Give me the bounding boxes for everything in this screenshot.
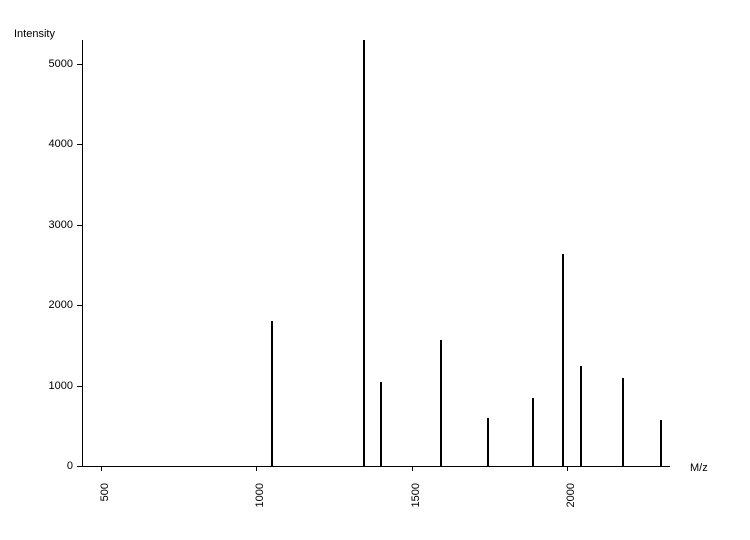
x-tick — [101, 466, 102, 471]
y-tick-label: 1000 — [0, 380, 73, 392]
x-tick — [567, 466, 568, 471]
spectrum-peak — [363, 40, 365, 466]
spectrum-peak — [440, 340, 442, 466]
y-axis-line — [82, 40, 83, 466]
x-tick-label: 1000 — [254, 483, 266, 533]
spectrum-peak — [380, 382, 382, 466]
y-axis-title: Intensity — [14, 28, 55, 40]
y-tick — [77, 386, 82, 387]
y-tick-label: 5000 — [0, 58, 73, 70]
x-tick — [256, 466, 257, 471]
spectrum-peak — [562, 254, 564, 466]
spectrum-peak — [487, 418, 489, 466]
spectrum-peak — [622, 378, 624, 466]
y-tick — [77, 305, 82, 306]
y-tick — [77, 225, 82, 226]
x-tick-label: 500 — [99, 483, 111, 533]
x-tick — [412, 466, 413, 471]
spectrum-peak — [660, 420, 662, 466]
spectrum-peak — [271, 321, 273, 466]
mass-spectrum-chart: Intensity M/z 0 1000 2000 3000 4000 5000 500 1… — [0, 0, 750, 540]
spectrum-peak — [532, 398, 534, 466]
x-axis-title: M/z — [690, 462, 708, 474]
y-tick — [77, 144, 82, 145]
y-tick — [77, 64, 82, 65]
y-tick-label: 0 — [0, 460, 73, 472]
y-tick-label: 3000 — [0, 219, 73, 231]
y-tick — [77, 466, 82, 467]
spectrum-peak — [580, 366, 582, 466]
x-tick-label: 1500 — [410, 483, 422, 533]
y-tick-label: 2000 — [0, 299, 73, 311]
x-tick-label: 2000 — [565, 483, 577, 533]
y-tick-label: 4000 — [0, 138, 73, 150]
x-axis-line — [82, 466, 670, 467]
